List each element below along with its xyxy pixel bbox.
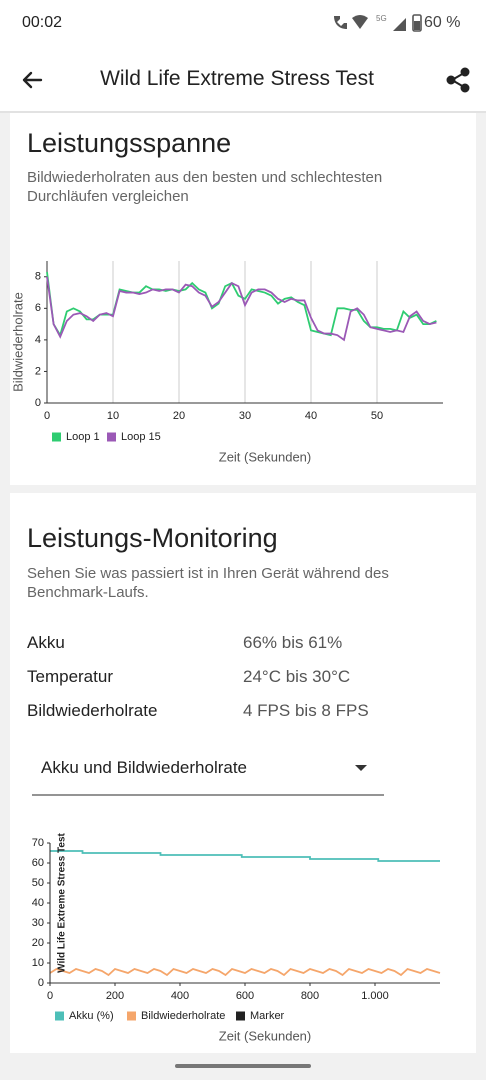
share-dot xyxy=(460,83,470,93)
x-tick-label: 0 xyxy=(47,990,53,1002)
app-bar-shadow xyxy=(0,111,486,113)
x-tick-label: 400 xyxy=(171,990,189,1002)
dropdown-value[interactable]: Akku und Bildwiederholrate xyxy=(41,758,248,777)
dropdown-arrow xyxy=(355,765,367,771)
legend-swatch xyxy=(127,1011,136,1021)
dropdown[interactable] xyxy=(32,765,384,796)
legend-swatch xyxy=(52,432,61,442)
y-axis-title: Bildwiederholrate xyxy=(10,292,25,392)
app-title: Wild Life Extreme Stress Test xyxy=(100,67,374,90)
series-line xyxy=(46,276,437,342)
stat-label: Akku xyxy=(27,633,65,652)
card-subtitle: Sehen Sie was passiert ist in Ihren Gerä… xyxy=(27,565,389,601)
y-tick-label: 60 xyxy=(32,857,44,869)
x-tick-label: 600 xyxy=(236,990,254,1002)
y-tick-label: 50 xyxy=(32,877,44,889)
y-tick-label: 70 xyxy=(32,837,44,849)
x-tick-label: 20 xyxy=(173,410,185,422)
series-line xyxy=(50,850,440,862)
y-tick-label: 30 xyxy=(32,917,44,929)
x-tick-label: 40 xyxy=(305,410,317,422)
x-tick-label: 800 xyxy=(301,990,319,1002)
legend-label: Marker xyxy=(250,1010,285,1022)
series-line xyxy=(49,967,441,977)
share-dot xyxy=(460,67,470,77)
y-tick-label: 40 xyxy=(32,897,44,909)
status-icons xyxy=(334,14,422,32)
card-title: Leistungsspanne xyxy=(27,128,232,158)
legend-label: Loop 15 xyxy=(121,431,161,443)
legend-swatch xyxy=(107,432,116,442)
x-tick-label: 30 xyxy=(239,410,251,422)
network-type: 5G xyxy=(376,14,387,23)
signal-icon xyxy=(393,18,406,31)
legend-swatch xyxy=(55,1011,64,1021)
legend-label: Bildwiederholrate xyxy=(141,1010,225,1022)
x-tick-label: 10 xyxy=(107,410,119,422)
y-tick-label: 6 xyxy=(35,302,41,314)
y-tick-label: 0 xyxy=(38,977,44,989)
back-button[interactable] xyxy=(22,71,43,89)
app-bar-bg xyxy=(0,0,486,112)
nav-handle xyxy=(175,1064,311,1068)
share-dot xyxy=(446,75,456,85)
y-tick-label: 2 xyxy=(35,365,41,377)
marker-label: Wild Life Extreme Stress Test xyxy=(57,832,68,972)
legend-label: Loop 1 xyxy=(66,431,100,443)
clock: 00:02 xyxy=(22,14,63,31)
y-tick-label: 20 xyxy=(32,937,44,949)
battery-percent: 60 % xyxy=(424,14,461,31)
call-icon xyxy=(334,16,347,29)
y-tick-label: 10 xyxy=(32,957,44,969)
card-title: Leistungs-Monitoring xyxy=(27,523,278,553)
y-tick-label: 8 xyxy=(35,271,41,283)
stat-value: 66% bis 61% xyxy=(243,633,343,652)
x-axis-title: Zeit (Sekunden) xyxy=(219,1028,312,1043)
x-tick-label: 0 xyxy=(44,410,50,422)
card-subtitle: Bildwiederholraten aus den besten und sc… xyxy=(27,169,383,205)
x-tick-label: 200 xyxy=(106,990,124,1002)
stat-label: Bildwiederholrate xyxy=(27,701,158,720)
back-arrow xyxy=(22,71,43,89)
share-button[interactable] xyxy=(446,67,470,93)
legend-label: Akku (%) xyxy=(69,1010,114,1022)
card xyxy=(10,493,476,1053)
x-axis-title: Zeit (Sekunden) xyxy=(219,449,312,464)
stat-label: Temperatur xyxy=(27,667,113,686)
stat-value: 4 FPS bis 8 FPS xyxy=(243,701,369,720)
y-tick-label: 4 xyxy=(35,334,41,346)
x-tick-label: 1.000 xyxy=(361,990,389,1002)
battery-icon xyxy=(412,14,422,32)
legend-swatch xyxy=(236,1011,245,1021)
y-tick-label: 0 xyxy=(35,397,41,409)
x-tick-label: 50 xyxy=(371,410,383,422)
battery-level xyxy=(414,21,420,30)
wifi-icon xyxy=(352,15,368,29)
stat-value: 24°C bis 30°C xyxy=(243,667,351,686)
